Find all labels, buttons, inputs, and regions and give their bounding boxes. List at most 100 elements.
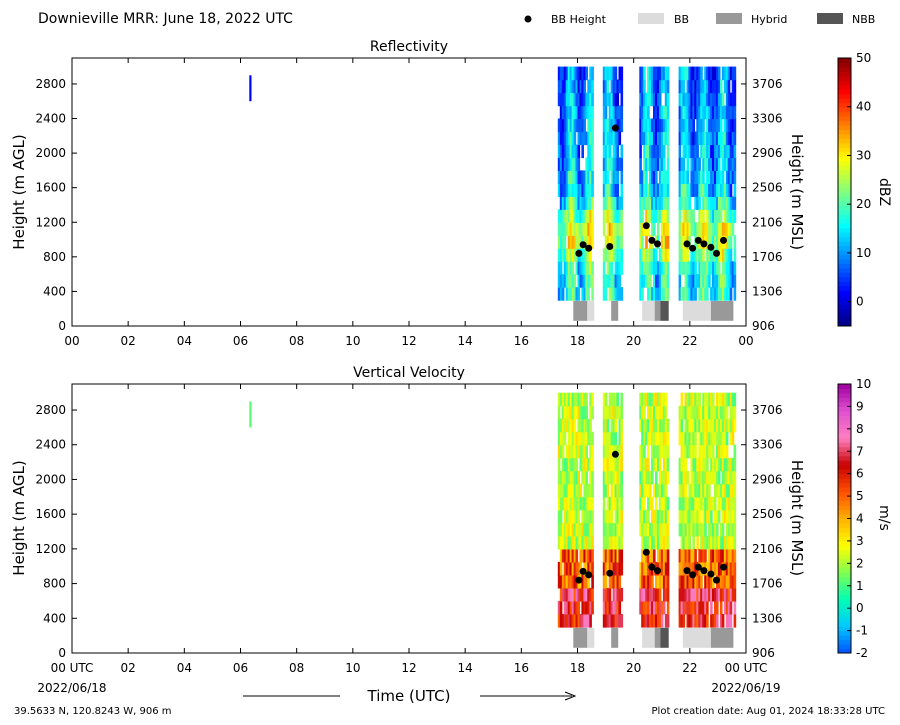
heatmap-cell	[700, 79, 703, 94]
heatmap-cell	[686, 209, 690, 223]
heatmap-cell	[678, 470, 682, 485]
heatmap-cell	[706, 248, 709, 262]
heatmap-cell	[649, 470, 652, 485]
colorbar-segment	[838, 406, 851, 412]
heatmap-cell	[662, 561, 666, 576]
colorbar-segment	[838, 89, 851, 95]
heatmap-cell	[647, 444, 650, 459]
heatmap-cell	[589, 118, 592, 133]
colorbar-tick-label: 7	[856, 444, 864, 458]
heatmap-cell	[610, 248, 614, 262]
heatmap-cell	[716, 183, 719, 197]
heatmap-cell	[567, 235, 571, 249]
heatmap-cell	[618, 248, 622, 262]
x-tick-label: 16	[514, 334, 529, 348]
heatmap-cell	[589, 418, 592, 433]
y-tick-label: 1600	[35, 507, 66, 521]
heatmap-cell	[559, 183, 563, 197]
heatmap-cell	[694, 600, 697, 615]
x-axis-ticks-vertical-velocity: 00 UTC 02 04 06 08 10 12 14 16 18 20 22 00 UTC	[51, 384, 767, 675]
y-tick-label: 1200	[35, 542, 66, 556]
heatmap-cell	[723, 418, 727, 433]
heatmap-cell	[708, 418, 711, 433]
heatmap-cell	[563, 418, 567, 433]
heatmap-cell	[602, 157, 606, 171]
y2-tick-label: 2106	[752, 215, 783, 229]
colorbar-segment	[838, 572, 851, 578]
heatmap-cell	[649, 261, 652, 275]
heatmap-cell	[608, 144, 612, 159]
heatmap-cell	[684, 444, 688, 459]
heatmap-cell	[686, 405, 690, 420]
bb-height-point	[689, 571, 697, 579]
heatmap-cell	[655, 261, 658, 275]
heatmap-cell	[639, 183, 642, 197]
heatmap-cell	[658, 548, 662, 563]
heatmap-cell	[698, 131, 701, 146]
heatmap-cell	[639, 287, 642, 301]
heatmap-cell	[729, 144, 733, 159]
heatmap-cell	[690, 287, 693, 301]
heatmap-cell	[710, 183, 713, 197]
heatmap-cell	[618, 274, 622, 288]
heatmap-cell	[692, 587, 695, 602]
heatmap-cell	[575, 118, 579, 133]
heatmap-cell	[651, 261, 654, 275]
panel-title-reflectivity: Reflectivity	[370, 39, 448, 55]
heatmap-cell	[706, 509, 709, 524]
heatmap-cell	[618, 209, 622, 223]
heatmap-cell	[608, 457, 612, 472]
heatmap-cell	[620, 561, 624, 576]
heatmap-cell	[618, 509, 622, 524]
heatmap-cell	[608, 287, 612, 301]
heatmap-cell	[587, 170, 590, 184]
heatmap-cell	[733, 392, 737, 407]
heatmap-cell	[655, 170, 658, 184]
heatmap-cell	[660, 535, 664, 550]
heatmap-cell	[662, 274, 666, 288]
heatmap-cell	[723, 79, 727, 94]
heatmap-cell	[604, 405, 608, 420]
heatmap-cell	[651, 470, 654, 485]
heatmap-cell	[614, 287, 618, 301]
colorbar-segment	[838, 321, 851, 327]
heatmap-cell	[688, 614, 691, 628]
heatmap-cell	[660, 483, 664, 498]
heatmap-cell	[716, 66, 719, 81]
heatmap-cell	[702, 144, 705, 159]
y-tick-label: 0	[58, 319, 66, 333]
heatmap-cell	[569, 248, 573, 262]
heatmap-cell	[696, 392, 699, 407]
heatmap-cell	[706, 561, 709, 576]
heatmap-cell	[641, 574, 644, 589]
heatmap-cell	[612, 183, 616, 197]
colorbar-segment	[838, 491, 851, 497]
heatmap-cell	[606, 470, 610, 485]
heatmap-cell	[563, 261, 567, 275]
heatmap-cell	[651, 392, 654, 407]
heatmap-cell	[688, 92, 691, 107]
colorbar-segment	[838, 58, 851, 63]
heatmap-cell	[614, 222, 618, 236]
heatmap-cell	[692, 287, 695, 301]
heatmap-cell	[729, 535, 733, 550]
heatmap-cell	[602, 600, 606, 615]
heatmap-cell	[569, 470, 573, 485]
bb-height-point	[585, 244, 593, 252]
heatmap-cell	[616, 92, 620, 107]
heatmap-cell	[717, 118, 721, 133]
legend-bb-swatch	[638, 13, 664, 24]
heatmap-cell	[612, 222, 616, 236]
heatmap-cell	[589, 157, 592, 171]
heatmap-cell	[688, 548, 691, 563]
heatmap-cell	[708, 261, 711, 275]
heatmap-cell	[727, 118, 731, 133]
colorbar-segment	[838, 621, 851, 627]
x-tick-label: 14	[458, 661, 473, 675]
heatmap-cell	[660, 209, 664, 223]
heatmap-cell	[666, 457, 670, 472]
heatmap-cell	[563, 483, 567, 498]
heatmap-cell	[716, 522, 719, 537]
bb-height-point	[700, 240, 708, 248]
heatmap-cell	[557, 614, 561, 628]
